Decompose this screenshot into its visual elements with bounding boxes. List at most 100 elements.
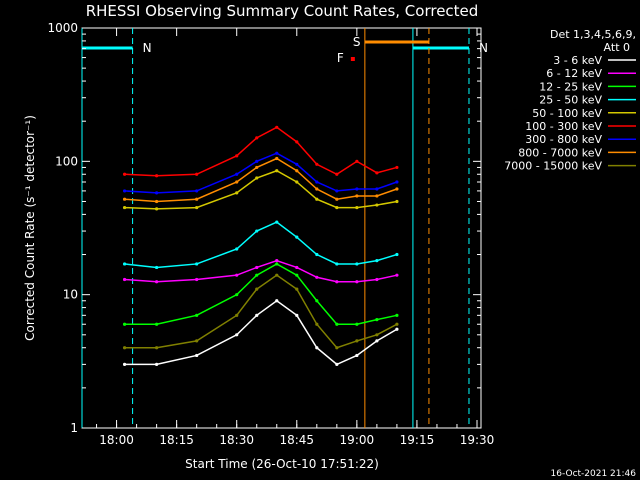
series-line-8 (124, 274, 398, 349)
series-point-5-1 (155, 174, 159, 178)
series-point-1-11 (395, 273, 399, 277)
series-7 (122, 156, 399, 204)
series-point-0-11 (395, 327, 399, 331)
series-point-6-11 (395, 180, 399, 184)
series-point-7-6 (295, 169, 299, 173)
legend-label-8: 7000 - 15000 keV (504, 160, 602, 173)
series-point-1-9 (355, 280, 359, 284)
series-point-6-5 (275, 151, 279, 155)
series-point-7-8 (335, 197, 339, 201)
series-point-8-4 (255, 287, 259, 291)
y-axis-label: Corrected Count Rate (s⁻¹ detector⁻¹) (23, 115, 37, 341)
series-point-1-10 (375, 277, 379, 282)
saa-label-2: S (353, 35, 361, 49)
observing-overlays: N N SF (81, 28, 488, 428)
series-point-7-7 (315, 187, 319, 191)
series-2 (122, 262, 399, 326)
series-point-0-3 (235, 333, 239, 337)
series-point-6-6 (295, 162, 299, 166)
series-point-3-3 (235, 247, 239, 251)
series-point-3-10 (375, 259, 379, 263)
series-point-1-2 (195, 277, 199, 282)
series-point-1-5 (275, 259, 279, 263)
legend-label-7: 800 - 7000 keV (518, 146, 602, 159)
series-point-6-7 (315, 180, 319, 184)
series-point-1-6 (295, 265, 299, 270)
series-point-0-4 (255, 313, 259, 317)
legend-header-attenuator: Att 0 (604, 41, 630, 54)
series-point-4-4 (255, 176, 259, 180)
series-point-4-1 (155, 207, 159, 211)
series-point-3-5 (275, 220, 279, 224)
series-point-7-5 (275, 156, 279, 161)
series-point-2-8 (335, 322, 339, 326)
legend-label-4: 50 - 100 keV (532, 107, 602, 120)
x-axis-label: Start Time (26-Oct-10 17:51:22) (185, 457, 379, 471)
series-point-2-4 (255, 273, 259, 277)
series-point-4-8 (335, 205, 339, 210)
series-4 (122, 169, 399, 211)
series-point-8-10 (375, 333, 379, 337)
legend-label-2: 12 - 25 keV (539, 80, 602, 93)
series-point-2-7 (315, 299, 319, 303)
legend-label-6: 300 - 800 keV (525, 133, 602, 146)
series-point-0-0 (122, 362, 127, 366)
x-tick-label-2: 18:30 (219, 433, 254, 447)
series-point-7-11 (395, 187, 399, 191)
x-tick-label-1: 18:15 (159, 433, 194, 447)
series-5 (122, 125, 399, 178)
series-point-7-9 (355, 194, 359, 198)
series-point-3-2 (195, 262, 199, 266)
series-point-7-3 (235, 180, 239, 184)
series-point-4-0 (122, 205, 127, 210)
series-point-6-3 (235, 172, 239, 176)
series-point-6-2 (195, 189, 199, 193)
series-point-5-3 (235, 154, 239, 158)
series-point-4-9 (355, 205, 359, 210)
y-tick-label-0: 1 (70, 421, 78, 435)
series-point-5-6 (295, 140, 299, 144)
y-tick-label-1: 10 (63, 288, 78, 302)
series-point-8-0 (122, 346, 127, 350)
series-point-2-2 (195, 313, 199, 317)
series-point-4-7 (315, 197, 319, 201)
legend-label-1: 6 - 12 keV (546, 67, 602, 80)
series-point-4-3 (235, 191, 239, 195)
series-point-7-1 (155, 199, 159, 204)
series-point-8-2 (195, 339, 199, 343)
series-point-4-6 (295, 180, 299, 184)
series-point-5-2 (195, 172, 199, 176)
series-point-2-10 (375, 318, 379, 322)
series-layer (122, 125, 399, 366)
series-point-1-1 (155, 280, 159, 284)
chart-title: RHESSI Observing Summary Count Rates, Co… (86, 2, 479, 20)
series-point-8-9 (355, 339, 359, 343)
series-point-1-3 (235, 273, 239, 277)
series-point-1-8 (335, 280, 339, 284)
series-point-5-0 (122, 172, 127, 176)
series-line-1 (124, 259, 398, 283)
series-0 (122, 299, 399, 366)
series-point-3-4 (255, 229, 259, 233)
x-tick-label-3: 18:45 (279, 433, 314, 447)
series-point-8-11 (395, 322, 399, 326)
series-point-0-7 (315, 346, 319, 350)
x-tick-label-6: 19:30 (460, 433, 495, 447)
series-point-8-1 (155, 346, 159, 350)
series-point-6-0 (122, 189, 127, 193)
plot-frame (81, 27, 482, 429)
series-point-0-5 (275, 299, 279, 303)
series-point-1-0 (122, 277, 127, 282)
series-point-2-11 (395, 313, 399, 317)
series-point-4-10 (375, 203, 379, 207)
series-point-2-1 (155, 322, 159, 326)
series-8 (122, 273, 399, 350)
series-point-4-11 (395, 199, 399, 204)
series-line-7 (124, 157, 398, 203)
series-point-5-10 (375, 171, 379, 175)
series-point-3-0 (122, 262, 127, 266)
series-point-0-10 (375, 339, 379, 343)
series-3 (122, 220, 399, 270)
series-point-1-7 (315, 275, 319, 279)
